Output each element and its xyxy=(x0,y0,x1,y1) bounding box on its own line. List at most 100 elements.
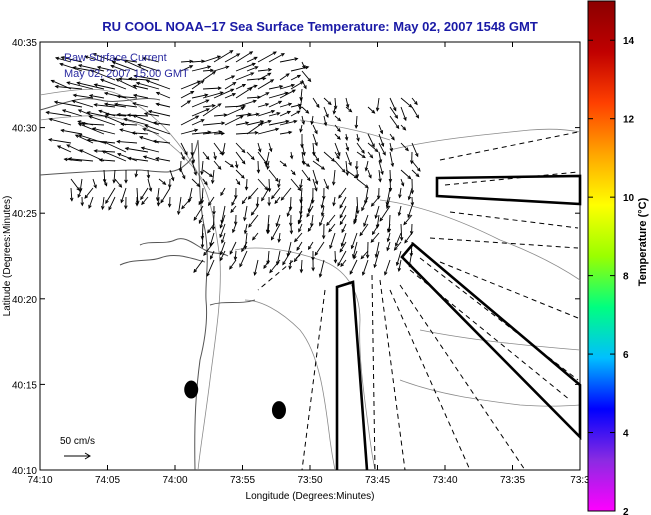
current-arrow xyxy=(155,102,171,108)
current-arrow xyxy=(345,160,349,177)
current-arrow xyxy=(323,151,336,162)
current-arrow xyxy=(123,59,149,72)
current-arrow xyxy=(339,205,347,219)
current-arrow xyxy=(232,223,237,234)
y-tick-label: 40:25 xyxy=(12,209,37,220)
current-arrow xyxy=(142,155,160,162)
current-arrow xyxy=(235,62,256,72)
current-arrow xyxy=(99,78,127,90)
y-tick-label: 40:35 xyxy=(12,38,37,49)
current-arrow xyxy=(334,115,342,122)
current-arrow xyxy=(143,112,160,117)
current-arrow xyxy=(224,81,237,90)
current-arrow xyxy=(334,151,340,160)
current-arrow xyxy=(367,151,374,159)
current-arrow xyxy=(88,94,105,99)
current-arrow xyxy=(86,138,116,144)
station-marker xyxy=(271,401,286,420)
current-arrow xyxy=(266,223,271,235)
current-arrow xyxy=(77,109,94,117)
current-arrow xyxy=(373,250,380,269)
x-tick-label: 73:3 xyxy=(570,475,590,486)
current-arrow xyxy=(224,106,246,117)
current-arrow xyxy=(235,51,254,63)
current-arrow xyxy=(202,71,217,81)
current-arrow xyxy=(90,69,116,81)
current-arrow xyxy=(88,115,116,126)
current-arrow xyxy=(371,223,380,236)
current-arrow xyxy=(275,214,281,228)
current-arrow xyxy=(72,66,94,72)
current-arrow xyxy=(221,142,226,156)
current-arrow xyxy=(339,214,347,226)
current-arrow xyxy=(268,142,273,153)
current-arrow xyxy=(386,223,391,233)
current-arrow xyxy=(47,138,72,144)
current-arrow xyxy=(344,133,349,141)
current-arrow xyxy=(202,86,222,90)
legend-line-1: Raw Surface Current xyxy=(64,52,167,64)
current-arrow xyxy=(389,97,397,112)
current-arrow xyxy=(167,196,172,208)
current-arrow xyxy=(116,139,138,144)
current-arrow xyxy=(378,142,386,156)
current-arrow xyxy=(142,127,160,135)
current-arrow xyxy=(400,106,407,122)
current-arrow xyxy=(66,81,94,90)
current-arrow xyxy=(365,241,370,259)
y-tick-label: 40:30 xyxy=(12,124,37,135)
current-arrow xyxy=(138,136,160,144)
current-arrow xyxy=(279,83,296,90)
transect-box xyxy=(435,174,582,206)
current-arrow xyxy=(193,205,204,221)
current-arrow xyxy=(370,232,380,243)
current-arrow xyxy=(180,100,192,108)
current-arrow xyxy=(113,102,138,108)
current-arrow xyxy=(356,151,366,159)
current-arrow xyxy=(128,76,149,81)
current-arrow xyxy=(268,91,289,99)
current-arrow xyxy=(167,178,172,189)
current-arrow xyxy=(135,196,139,207)
current-arrow xyxy=(241,196,248,205)
current-arrow xyxy=(356,142,365,154)
current-arrow xyxy=(306,205,314,218)
current-arrow xyxy=(312,160,326,170)
current-arrow xyxy=(101,150,127,162)
current-arrow xyxy=(147,178,153,192)
current-arrow xyxy=(191,80,205,90)
current-arrow xyxy=(400,142,409,152)
current-arrow xyxy=(389,115,400,130)
current-arrow xyxy=(88,196,94,209)
current-arrow xyxy=(268,119,290,126)
current-arrow xyxy=(289,223,294,235)
current-arrow xyxy=(307,196,314,213)
current-arrow xyxy=(407,187,413,201)
current-arrow xyxy=(202,178,208,186)
current-arrow xyxy=(114,178,123,188)
current-arrow xyxy=(191,119,205,126)
current-arrow xyxy=(355,196,360,215)
current-arrow xyxy=(397,205,402,217)
x-tick-label: 73:45 xyxy=(365,475,390,486)
current-arrow xyxy=(112,169,116,184)
current-arrow xyxy=(224,115,244,126)
current-arrow xyxy=(69,187,74,202)
current-arrow xyxy=(93,83,116,90)
current-arrow xyxy=(389,106,399,119)
current-arrow xyxy=(411,97,418,106)
current-arrow xyxy=(81,122,105,126)
current-arrow xyxy=(147,109,171,117)
current-arrow xyxy=(235,178,241,186)
current-arrow xyxy=(268,100,283,108)
current-arrow xyxy=(202,68,215,73)
current-arrow xyxy=(103,91,127,99)
current-arrow xyxy=(84,55,105,63)
current-arrow xyxy=(219,223,226,239)
current-arrow xyxy=(399,223,404,242)
current-arrow xyxy=(235,142,246,154)
current-arrow xyxy=(277,232,281,243)
station-marker xyxy=(184,380,199,399)
current-arrow xyxy=(404,232,413,244)
